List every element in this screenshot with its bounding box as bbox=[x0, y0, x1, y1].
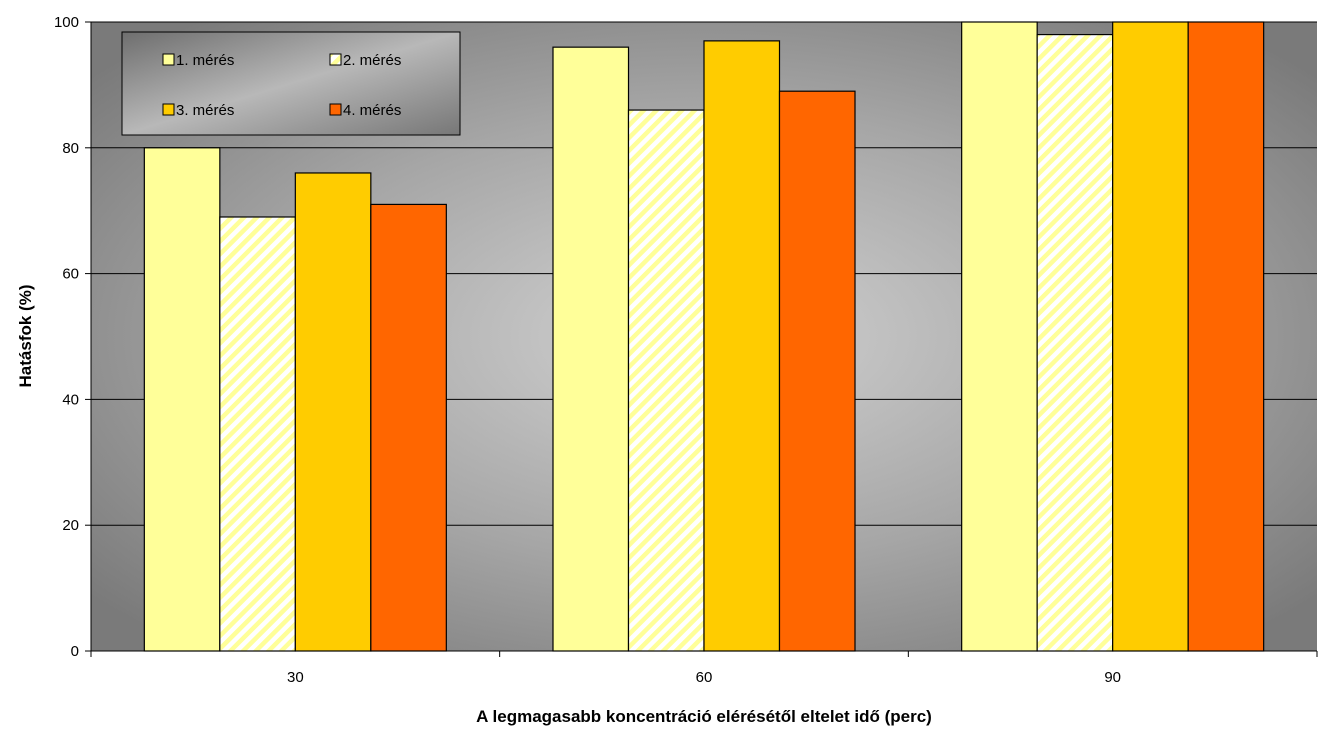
legend-swatch bbox=[329, 53, 342, 66]
bar-3-30 bbox=[294, 172, 372, 652]
legend-swatch bbox=[162, 53, 175, 66]
bar-1-60 bbox=[552, 46, 630, 652]
axes: 0 20 40 60 80 100 30 60 90 bbox=[54, 14, 1318, 686]
x-tick-label: 90 bbox=[1104, 669, 1121, 686]
y-axis-title: Hatásfok (%) bbox=[16, 285, 35, 388]
bar-2-90 bbox=[1036, 33, 1114, 652]
legend-label: 3. mérés bbox=[176, 102, 234, 119]
bar-3-60 bbox=[703, 40, 781, 652]
legend-box bbox=[121, 31, 461, 136]
y-tick-label: 20 bbox=[62, 517, 79, 534]
legend-label: 2. mérés bbox=[343, 52, 401, 69]
bar-3-90 bbox=[1112, 21, 1189, 652]
bar-2-60 bbox=[627, 109, 705, 652]
y-tick-label: 0 bbox=[71, 643, 79, 660]
legend-label: 4. mérés bbox=[343, 102, 401, 119]
bar-4-90 bbox=[1187, 21, 1265, 652]
y-tick-label: 100 bbox=[54, 14, 79, 31]
legend-label: 1. mérés bbox=[176, 52, 234, 69]
bars bbox=[143, 21, 1265, 652]
x-axis-title: A legmagasabb koncentráció elérésétől el… bbox=[476, 707, 932, 726]
legend-swatch bbox=[329, 103, 342, 116]
y-tick-label: 40 bbox=[62, 391, 79, 408]
bar-1-30 bbox=[143, 147, 221, 652]
x-tick-label: 30 bbox=[287, 669, 304, 686]
bar-4-30 bbox=[370, 203, 447, 652]
y-tick-label: 80 bbox=[62, 140, 79, 157]
bar-2-30 bbox=[219, 216, 296, 652]
bar-4-60 bbox=[778, 90, 856, 652]
legend: 1. mérés 2. mérés 3. mérés 4. mérés bbox=[121, 31, 461, 136]
legend-swatch bbox=[162, 103, 175, 116]
bar-1-90 bbox=[961, 21, 1038, 652]
y-tick-label: 60 bbox=[62, 266, 79, 283]
x-tick-label: 60 bbox=[696, 669, 713, 686]
